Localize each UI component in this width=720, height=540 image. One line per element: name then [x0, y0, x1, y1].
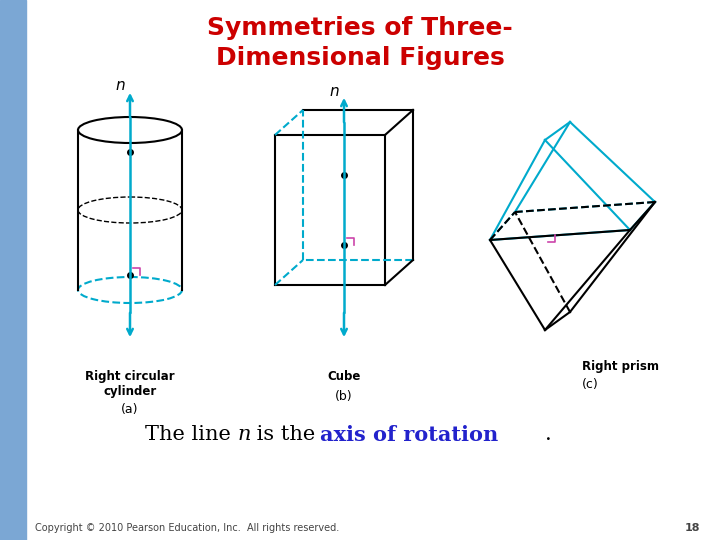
Text: (b): (b) — [336, 390, 353, 403]
Text: Right circular: Right circular — [85, 370, 175, 383]
Text: Dimensional Figures: Dimensional Figures — [215, 46, 505, 70]
Text: is the: is the — [250, 426, 322, 444]
Text: axis of rotation: axis of rotation — [320, 425, 498, 445]
Text: (c): (c) — [582, 378, 598, 391]
Text: Copyright © 2010 Pearson Education, Inc.  All rights reserved.: Copyright © 2010 Pearson Education, Inc.… — [35, 523, 339, 533]
Text: The line: The line — [145, 426, 238, 444]
Text: cylinder: cylinder — [104, 385, 157, 398]
Text: n: n — [238, 426, 251, 444]
Text: n: n — [329, 84, 339, 98]
Bar — [0, 0, 26, 540]
Text: n: n — [115, 78, 125, 93]
Text: Right prism: Right prism — [582, 360, 659, 373]
Text: (a): (a) — [121, 403, 139, 416]
Text: .: . — [545, 426, 552, 444]
Text: 18: 18 — [685, 523, 700, 533]
Text: Cube: Cube — [328, 370, 361, 383]
Text: Symmetries of Three-: Symmetries of Three- — [207, 16, 513, 40]
